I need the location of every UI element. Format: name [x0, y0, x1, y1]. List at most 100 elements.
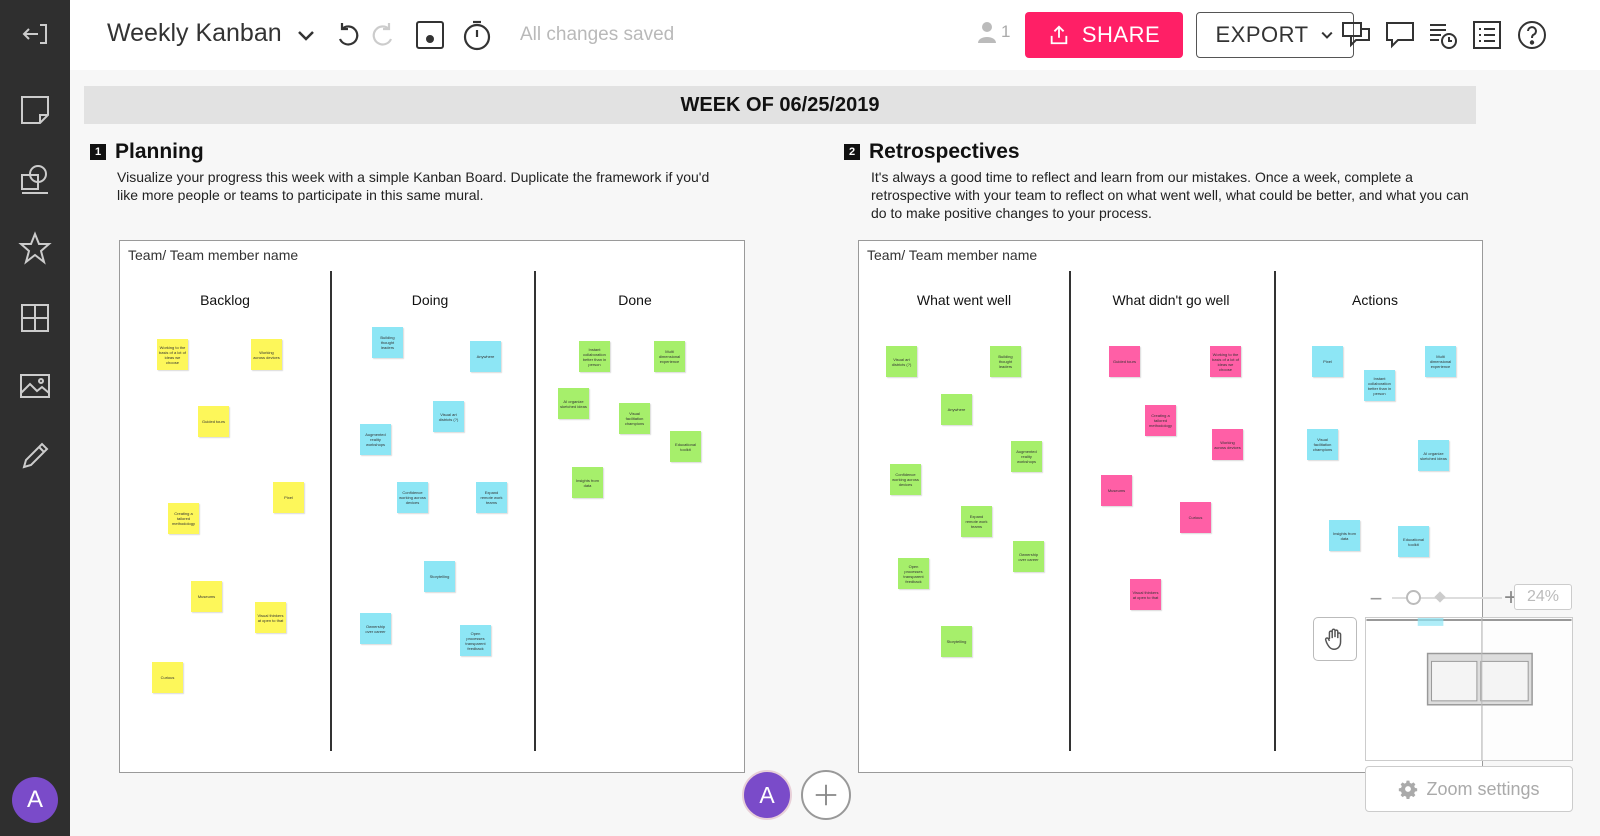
- chevron-down-icon[interactable]: [288, 17, 324, 53]
- sticky-note[interactable]: Working across devices: [1212, 429, 1243, 460]
- outline-icon[interactable]: [1469, 17, 1505, 53]
- chevron-down-icon: [1321, 31, 1333, 39]
- sticky-note[interactable]: Educational toolkit: [1398, 526, 1429, 557]
- help-icon[interactable]: [1514, 17, 1550, 53]
- sticky-note[interactable]: Storytelling: [424, 561, 455, 592]
- planning-description[interactable]: Visualize your progress this week with a…: [117, 169, 710, 203]
- sticky-note[interactable]: Storytelling: [941, 626, 972, 657]
- column-divider: [1069, 271, 1071, 751]
- sticky-note[interactable]: Anywhere: [941, 394, 972, 425]
- zoom-slider-track[interactable]: [1392, 597, 1502, 599]
- sticky-note[interactable]: Visual facilitation champions: [1307, 429, 1338, 460]
- mural-title[interactable]: Weekly Kanban: [107, 19, 282, 47]
- kanban-board[interactable]: Team/ Team member name Backlog Doing Don…: [119, 240, 745, 773]
- sticky-note[interactable]: Anywhere: [470, 341, 501, 372]
- sticky-note[interactable]: Augmented reality workshops: [360, 424, 391, 455]
- share-label: SHARE: [1081, 22, 1161, 47]
- sticky-note[interactable]: Educational toolkit: [670, 431, 701, 462]
- sticky-note[interactable]: Augmented reality workshops: [1011, 441, 1042, 472]
- hand-icon: [1324, 628, 1342, 650]
- online-users-count: 1: [1001, 22, 1011, 41]
- sticky-note[interactable]: Creating a tailored methodology: [1145, 405, 1176, 436]
- planning-heading[interactable]: 1 Planning: [90, 140, 204, 164]
- user-avatar[interactable]: A: [12, 777, 58, 823]
- invite-button[interactable]: [801, 770, 851, 820]
- sticky-note[interactable]: Multi dimensional experience: [654, 341, 685, 372]
- section-number: 2: [844, 144, 860, 160]
- zoom-slider-handle[interactable]: [1406, 590, 1421, 605]
- sticky-note[interactable]: Visual facilitation champions: [619, 403, 650, 434]
- sticky-note[interactable]: Open processes transparent feedback: [898, 558, 929, 589]
- redo-icon[interactable]: [365, 17, 401, 53]
- sticky-note[interactable]: Multi dimensional experience: [1425, 346, 1456, 377]
- sticky-note[interactable]: Working across devices: [251, 339, 282, 370]
- zoom-percentage[interactable]: 24%: [1514, 584, 1572, 610]
- sticky-note[interactable]: Creating a tailored methodology: [168, 503, 199, 534]
- column-divider: [1274, 271, 1276, 751]
- collaborator-avatar[interactable]: A: [742, 770, 792, 820]
- retro-description[interactable]: It's always a good time to reflect and l…: [871, 169, 1469, 221]
- sticky-note[interactable]: AI organize sketched ideas: [558, 388, 589, 419]
- sticky-note[interactable]: Visual art districts (?): [886, 346, 917, 377]
- sticky-note[interactable]: Instant collaboration better than in per…: [579, 341, 610, 372]
- sticky-note-icon[interactable]: [0, 80, 70, 140]
- online-users[interactable]: 1: [975, 20, 1010, 44]
- retrospective-board[interactable]: Team/ Team member name What went well Wh…: [858, 240, 1483, 773]
- sticky-note[interactable]: Working to the basis of a lot of ideas w…: [157, 339, 188, 370]
- presentation-mode-icon[interactable]: [412, 17, 448, 53]
- sticky-note[interactable]: Visual thinkers at open to that: [1130, 579, 1161, 610]
- activity-icon[interactable]: [1425, 17, 1461, 53]
- sticky-note[interactable]: Museums: [1101, 475, 1132, 506]
- pan-tool-button[interactable]: [1313, 617, 1357, 661]
- sticky-note[interactable]: Guided tours: [1109, 346, 1140, 377]
- zoom-settings-label: Zoom settings: [1426, 778, 1540, 799]
- share-button[interactable]: SHARE: [1025, 12, 1183, 58]
- exit-icon[interactable]: [0, 4, 70, 64]
- sticky-note[interactable]: Visual art districts (?): [433, 401, 464, 432]
- sticky-note[interactable]: Building thought leaders: [372, 327, 403, 358]
- sticky-note[interactable]: Building thought leaders: [990, 346, 1021, 377]
- sticky-note[interactable]: Insights from data: [572, 467, 603, 498]
- mural-canvas[interactable]: WEEK OF 06/25/2019 1 Planning Visualize …: [70, 70, 1600, 836]
- sticky-note[interactable]: Confidence working across devices: [890, 464, 921, 495]
- retro-heading[interactable]: 2 Retrospectives: [844, 140, 1020, 164]
- sticky-note[interactable]: Ownership over career: [1013, 541, 1044, 572]
- column-divider: [330, 271, 332, 751]
- sticky-note[interactable]: Instant collaboration better than in per…: [1364, 370, 1395, 401]
- zoom-out-button[interactable]: −: [1369, 586, 1383, 611]
- column-title-doing: Doing: [411, 292, 449, 308]
- sticky-note[interactable]: Pixel: [273, 482, 304, 513]
- shapes-icon[interactable]: [0, 150, 70, 210]
- sticky-note[interactable]: Open processes transparent feedback: [460, 625, 491, 656]
- sticky-note[interactable]: Confidence working across devices: [397, 482, 428, 513]
- top-bar: Weekly Kanban All changes saved 1 SHARE …: [70, 0, 1600, 70]
- frameworks-icon[interactable]: [0, 288, 70, 348]
- star-icon[interactable]: [0, 218, 70, 278]
- sticky-note[interactable]: Curious: [1180, 502, 1211, 533]
- timer-icon[interactable]: [459, 17, 495, 53]
- sticky-note[interactable]: Pixel: [1312, 346, 1343, 377]
- pencil-icon[interactable]: [0, 426, 70, 486]
- sticky-note[interactable]: Expand remote work teams: [476, 482, 507, 513]
- minimap[interactable]: [1365, 617, 1573, 761]
- sticky-note[interactable]: Guided tours: [198, 406, 229, 437]
- week-banner[interactable]: WEEK OF 06/25/2019: [84, 86, 1476, 124]
- sticky-note[interactable]: AI organize sketched ideas: [1418, 440, 1449, 471]
- sticky-note[interactable]: Insights from data: [1329, 520, 1360, 551]
- export-button[interactable]: EXPORT: [1196, 12, 1354, 58]
- sticky-note[interactable]: Museums: [191, 581, 222, 612]
- sticky-note[interactable]: Visual thinkers at open to that: [255, 602, 286, 633]
- zoom-settings-button[interactable]: Zoom settings: [1365, 766, 1573, 812]
- sticky-note[interactable]: Curious: [152, 662, 183, 693]
- image-icon[interactable]: [0, 356, 70, 416]
- person-icon: [978, 22, 996, 43]
- comments-icon[interactable]: [1338, 17, 1374, 53]
- undo-icon[interactable]: [330, 17, 366, 53]
- sticky-note[interactable]: Expand remote work teams: [961, 506, 992, 537]
- sticky-note[interactable]: Working to the basis of a lot of ideas w…: [1210, 346, 1241, 377]
- left-toolbar: A: [0, 0, 70, 836]
- sticky-note[interactable]: Ownership over career: [360, 613, 391, 644]
- chat-icon[interactable]: [1382, 17, 1418, 53]
- board-label: Team/ Team member name: [867, 247, 1038, 263]
- section-number: 1: [90, 144, 106, 160]
